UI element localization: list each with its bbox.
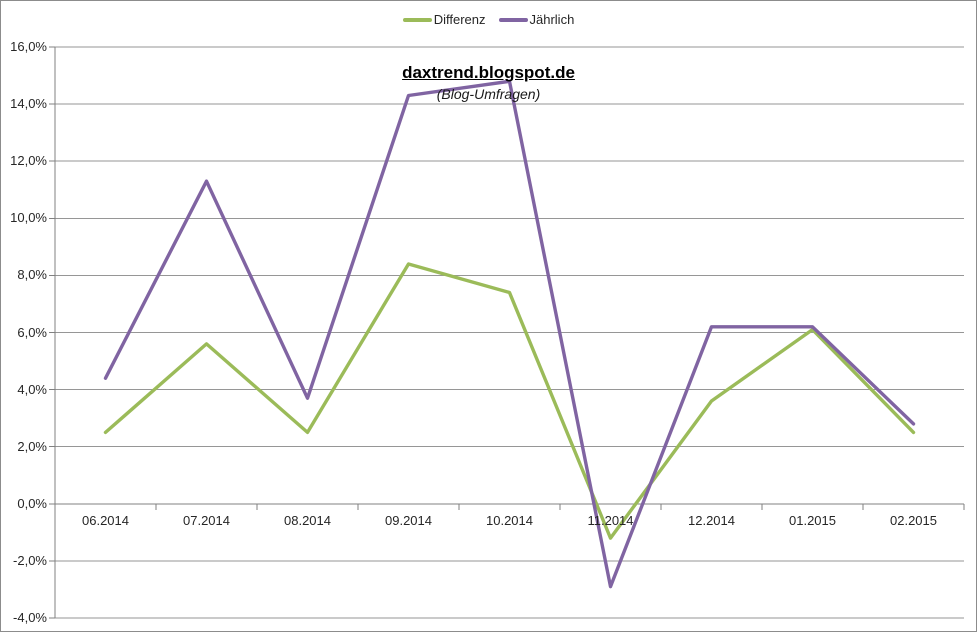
- y-axis-label: 6,0%: [17, 324, 47, 340]
- y-axis-label: 0,0%: [17, 495, 47, 511]
- series-line-jährlich: [103, 79, 916, 589]
- x-axis-label: 11.2014: [587, 512, 634, 528]
- chart-legend: Differenz Jährlich: [1, 12, 976, 27]
- y-axis-label: 8,0%: [17, 267, 47, 283]
- y-axis-label: 10,0%: [10, 210, 47, 226]
- y-axis-label: 2,0%: [17, 438, 47, 454]
- y-axis-label: -4,0%: [13, 610, 47, 625]
- x-axis-label: 09.2014: [385, 512, 432, 528]
- x-axis-label: 12.2014: [688, 512, 735, 528]
- y-axis-label: 12,0%: [10, 153, 47, 169]
- x-axis-label: 07.2014: [183, 512, 230, 528]
- legend-label: Differenz: [433, 12, 486, 27]
- y-axis-label: -2,0%: [13, 552, 47, 568]
- x-axis-label: 10.2014: [486, 512, 533, 528]
- y-axis-label: 14,0%: [10, 96, 47, 112]
- x-axis-label: 02.2015: [890, 512, 937, 528]
- chart-annotation-title: daxtrend.blogspot.de: [402, 63, 575, 82]
- legend-line-swatch: [402, 17, 432, 22]
- legend-label: Jährlich: [529, 12, 575, 27]
- chart-annotation-subtitle: (Blog-Umfragen): [436, 86, 541, 102]
- legend-item-differenz: Differenz: [402, 12, 486, 27]
- series-line-differenz: [103, 262, 916, 540]
- x-axis-label: 08.2014: [284, 512, 331, 528]
- x-axis-label: 01.2015: [789, 512, 836, 528]
- y-axis-label: 16,0%: [10, 39, 47, 54]
- y-axis-label: 4,0%: [17, 381, 47, 397]
- legend-line-swatch: [498, 17, 528, 22]
- x-axis-label: 06.2014: [82, 512, 129, 528]
- legend-item-jährlich: Jährlich: [498, 12, 575, 27]
